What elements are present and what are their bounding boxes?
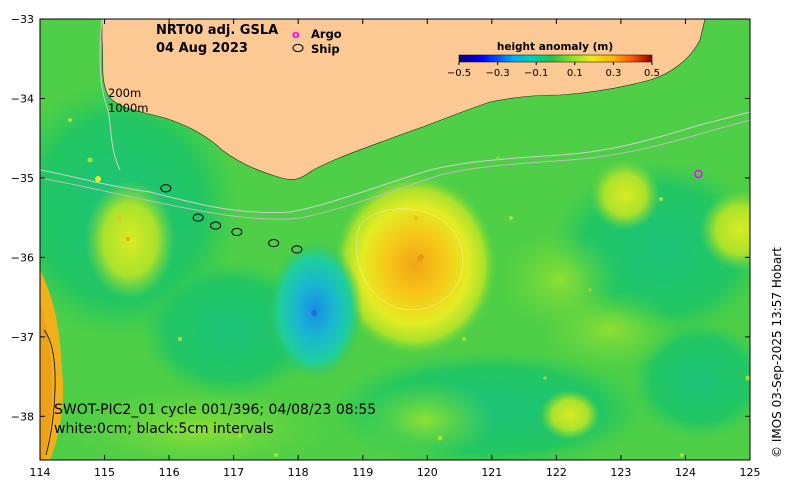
x-tick-label: 125 <box>740 466 761 479</box>
colorbar-ticks: −0.5 −0.3 −0.1 0.1 0.3 0.5 <box>447 62 660 79</box>
x-tick-label: 114 <box>30 466 51 479</box>
y-tick-label: −34 <box>11 92 34 105</box>
x-tick-label: 120 <box>417 466 438 479</box>
ship-position-marker[interactable] <box>268 238 280 248</box>
plot-frame <box>39 18 751 461</box>
argo-legend-label: Argo <box>311 27 342 41</box>
colorbar <box>458 54 653 63</box>
x-tick-label: 117 <box>223 466 244 479</box>
y-tick-label: −36 <box>11 251 34 264</box>
x-tick-label: 124 <box>675 466 696 479</box>
x-tick-label: 121 <box>481 466 502 479</box>
credit-text: © IMOS 03-Sep-2025 13:57 Hobart <box>770 247 784 458</box>
map-date: 04 Aug 2023 <box>156 41 248 56</box>
colorbar-tick-label: 0.5 <box>644 68 660 79</box>
argo-legend-symbol: o <box>292 28 300 41</box>
swot-pass-annotation: SWOT-PIC2_01 cycle 001/396; 04/08/23 08:… <box>54 402 376 418</box>
x-tick-label: 122 <box>546 466 567 479</box>
contour-interval-annotation: white:0cm; black:5cm intervals <box>54 421 274 437</box>
argo-float-marker[interactable] <box>694 169 703 179</box>
y-tick-label: −33 <box>11 13 34 26</box>
colorbar-title: height anomaly (m) <box>497 41 613 53</box>
y-tick-label: −38 <box>11 410 34 423</box>
y-axis-ticks: −33 −34 −35 −36 −37 −38 <box>11 13 750 423</box>
x-tick-label: 123 <box>610 466 631 479</box>
ship-position-marker[interactable] <box>160 184 172 193</box>
ship-legend-label: Ship <box>311 42 340 56</box>
warm-eddy-centre-marker <box>417 254 424 261</box>
colorbar-tick-label: 0.3 <box>605 68 621 79</box>
colorbar-tick-label: −0.5 <box>447 68 471 79</box>
colorbar-tick-label: 0.1 <box>567 68 583 79</box>
ship-position-marker[interactable] <box>231 227 243 237</box>
colorbar-tick-label: −0.3 <box>485 68 509 79</box>
map-product-title: NRT00 adj. GSLA <box>156 23 278 38</box>
cold-eddy-centre-marker <box>311 310 318 316</box>
isobath-lines <box>40 19 750 220</box>
ship-legend-symbol <box>292 43 304 53</box>
x-tick-label: 116 <box>159 466 180 479</box>
isobath-200m-label: 200m <box>108 86 141 100</box>
ship-position-marker[interactable] <box>192 213 204 222</box>
x-tick-label: 115 <box>94 466 115 479</box>
ship-position-marker[interactable] <box>291 245 303 254</box>
ship-track <box>160 184 303 254</box>
x-tick-label: 118 <box>288 466 309 479</box>
y-tick-label: −37 <box>11 331 34 344</box>
x-axis-ticks: 114 115 116 117 118 119 120 121 122 123 124 125 <box>30 19 761 479</box>
ship-position-marker[interactable] <box>210 221 222 230</box>
isobath-1000m-label: 1000m <box>108 101 148 115</box>
colorbar-tick-label: −0.1 <box>524 68 548 79</box>
x-tick-label: 119 <box>352 466 373 479</box>
y-tick-label: −35 <box>11 172 34 185</box>
